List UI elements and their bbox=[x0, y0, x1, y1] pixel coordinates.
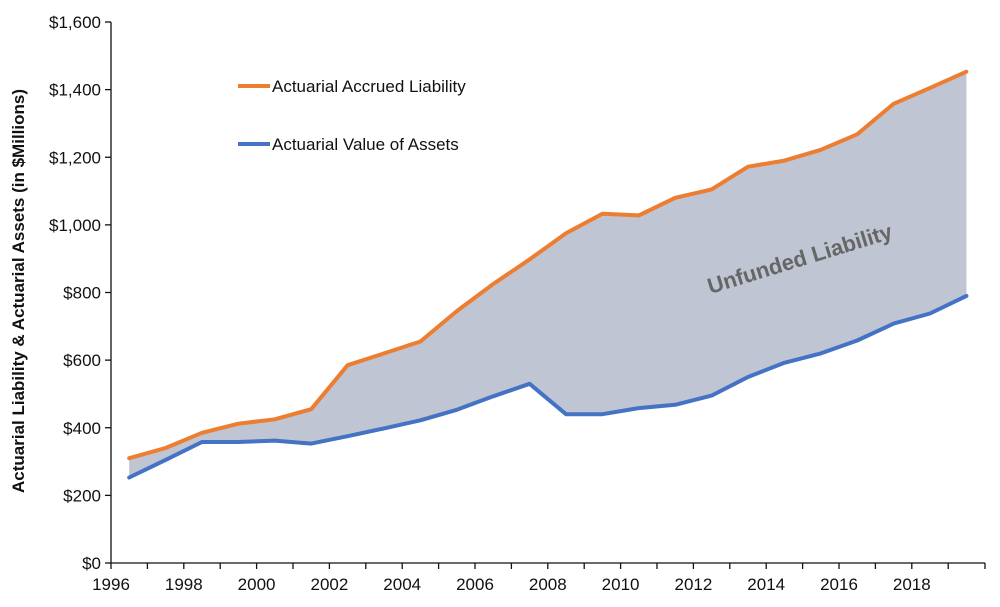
y-tick-label: $1,000 bbox=[49, 216, 101, 235]
y-tick-label: $200 bbox=[63, 486, 101, 505]
y-tick-label: $1,600 bbox=[49, 13, 101, 32]
y-tick-label: $600 bbox=[63, 351, 101, 370]
series-line-liability bbox=[127, 69, 969, 461]
x-tick-label: 2004 bbox=[383, 575, 421, 594]
x-tick-label: 2014 bbox=[747, 575, 785, 594]
legend-label-assets: Actuarial Value of Assets bbox=[272, 135, 459, 154]
y-tick-label: $1,200 bbox=[49, 148, 101, 167]
x-tick-label: 2012 bbox=[674, 575, 712, 594]
y-tick-label: $400 bbox=[63, 419, 101, 438]
y-tick-label: $1,400 bbox=[49, 81, 101, 100]
unfunded-liability-area bbox=[129, 71, 967, 478]
y-tick-label: $0 bbox=[82, 554, 101, 573]
legend: Actuarial Accrued Liability Actuarial Va… bbox=[238, 77, 466, 154]
x-tick-label: 1998 bbox=[165, 575, 203, 594]
legend-label-liability: Actuarial Accrued Liability bbox=[272, 77, 466, 96]
x-tick-label: 1996 bbox=[92, 575, 130, 594]
x-tick-label: 2002 bbox=[310, 575, 348, 594]
x-tick-label: 2016 bbox=[820, 575, 858, 594]
y-tick-label: $800 bbox=[63, 284, 101, 303]
y-axis-title: Actuarial Liability & Actuarial Assets (… bbox=[9, 89, 28, 493]
x-tick-label: 2006 bbox=[456, 575, 494, 594]
x-tick-label: 2000 bbox=[238, 575, 276, 594]
series-line-assets bbox=[127, 293, 969, 480]
x-tick-label: 2010 bbox=[602, 575, 640, 594]
x-tick-label: 2018 bbox=[893, 575, 931, 594]
x-tick-label: 2008 bbox=[529, 575, 567, 594]
